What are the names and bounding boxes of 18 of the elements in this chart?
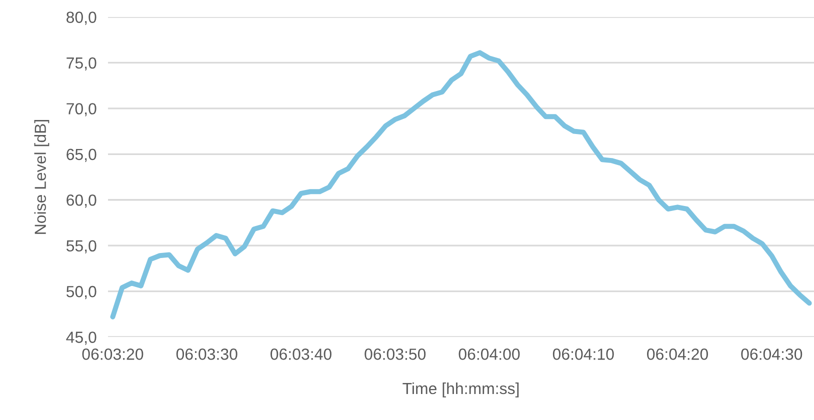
y-tick-label: 80,0 [66, 12, 96, 25]
y-tick-label: 70,0 [66, 103, 96, 116]
y-axis-title: Noise Level [dB] [34, 120, 50, 234]
x-tick-label: 06:04:10 [552, 348, 614, 360]
x-tick-label: 06:04:30 [741, 348, 802, 360]
y-tick-label: 60,0 [66, 194, 96, 208]
x-tick-label: 06:03:30 [176, 348, 238, 360]
x-tick-label: 06:03:50 [364, 348, 426, 360]
y-tick-label: 50,0 [66, 286, 96, 300]
y-tick-label: 75,0 [66, 57, 96, 71]
x-tick-label: 06:04:00 [458, 348, 520, 360]
x-tick-label: 06:03:40 [270, 348, 332, 360]
y-tick-label: 45,0 [66, 332, 96, 345]
x-axis-title: Time [hh:mm:ss] [402, 382, 519, 398]
x-tick-label: 06:04:20 [647, 348, 708, 360]
y-tick-label: 55,0 [66, 240, 96, 254]
y-tick-label: 65,0 [66, 148, 96, 162]
x-tick-label: 06:03:20 [82, 348, 144, 360]
